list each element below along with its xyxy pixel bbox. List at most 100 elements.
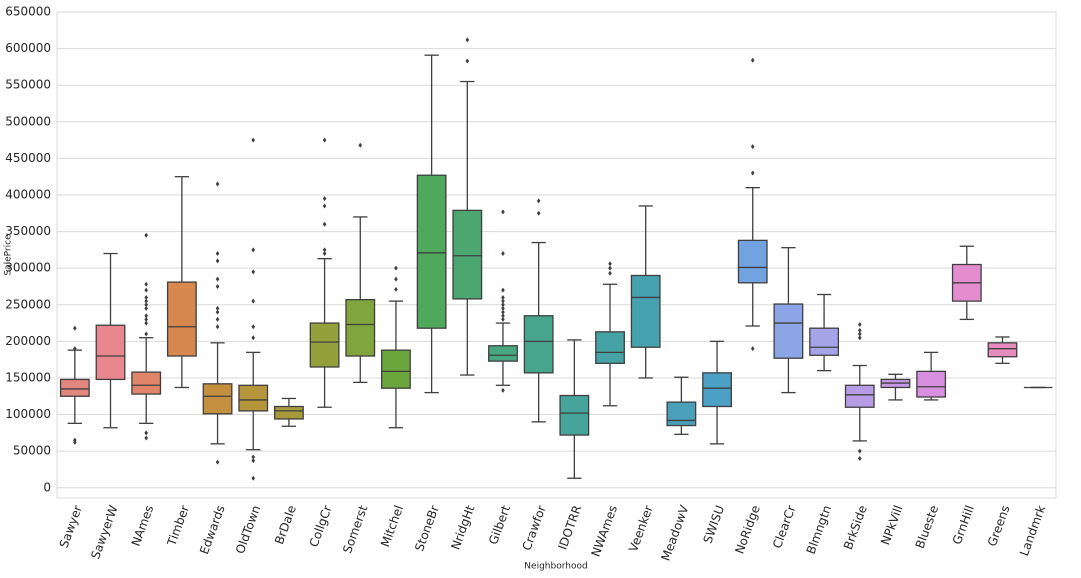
box (844, 384, 875, 408)
flier (608, 261, 612, 267)
box (381, 349, 411, 389)
x-tick-label: Gilbert (486, 503, 513, 546)
box (273, 405, 304, 420)
box (773, 303, 804, 359)
x-tick-label: Timber (164, 503, 192, 548)
x-axis-label: Neighborhood (524, 562, 587, 572)
x-tick-label: Crawfor (520, 503, 549, 552)
flier (144, 320, 148, 326)
y-axis-label: SalePrice (4, 234, 14, 276)
flier (857, 327, 862, 333)
flier (144, 435, 148, 441)
flier (608, 265, 612, 271)
y-tick-label: 100000 (5, 407, 51, 421)
flier (501, 309, 505, 315)
box (309, 322, 340, 368)
box (131, 371, 162, 395)
flier (857, 455, 862, 461)
box (523, 315, 554, 374)
flier (322, 203, 327, 209)
flier (73, 439, 77, 445)
flier (394, 265, 398, 271)
x-tick-label: Landmrk (1017, 503, 1048, 557)
x-tick-label: SawyerW (88, 503, 120, 561)
box (488, 345, 518, 362)
flier (322, 247, 327, 253)
flier (144, 302, 148, 308)
flier (144, 331, 148, 337)
x-tick-label: NridgHt (448, 503, 477, 551)
box (809, 327, 840, 356)
flier (750, 57, 755, 63)
x-tick-label: BrDale (272, 503, 299, 546)
flier (73, 325, 77, 331)
flier (215, 305, 220, 311)
flier (251, 475, 256, 481)
box (345, 298, 376, 357)
flier (501, 305, 505, 311)
flier (144, 232, 148, 238)
flier (251, 335, 256, 341)
flier (215, 324, 220, 330)
x-tick-label: ClearCr (770, 503, 798, 550)
plot-frame (56, 11, 1057, 499)
flier (144, 298, 148, 304)
flier (750, 346, 755, 352)
y-tick-label: 50000 (13, 444, 51, 458)
y-tick-label: 600000 (5, 41, 51, 55)
y-tick-label: 300000 (5, 261, 51, 275)
flier (394, 276, 398, 282)
flier (857, 335, 862, 341)
x-tick-label: Greens (985, 503, 1013, 548)
flier (144, 287, 148, 293)
box (737, 239, 768, 284)
flier (750, 144, 755, 150)
flier (501, 209, 505, 215)
x-tick-label: CollgCr (307, 503, 335, 549)
flier (215, 276, 220, 282)
flier (857, 448, 862, 454)
x-tick-label: Mitchel (378, 503, 406, 548)
flier (251, 247, 256, 253)
box (59, 378, 90, 397)
flier (144, 305, 148, 311)
flier (215, 181, 220, 187)
box (452, 209, 483, 300)
flier (144, 316, 148, 322)
y-tick-label: 550000 (5, 78, 51, 92)
flier (144, 313, 148, 319)
box (166, 281, 197, 357)
x-tick-label: Blmngtn (804, 503, 835, 556)
y-tick-label: 400000 (5, 187, 51, 201)
x-tick-label: OldTown (233, 503, 263, 555)
box (202, 383, 233, 415)
box (238, 384, 269, 412)
flier (501, 251, 505, 257)
box (702, 372, 732, 408)
x-tick-label: StoneBr (412, 503, 442, 553)
flier (73, 346, 77, 352)
x-tick-label: NAmes (129, 503, 157, 548)
y-tick-label: 150000 (5, 370, 51, 384)
flier (251, 458, 256, 464)
box (630, 274, 661, 348)
y-tick-label: 0 (43, 480, 51, 494)
flier (394, 286, 398, 292)
flier (501, 294, 505, 300)
x-tick-label: BrkSide (841, 503, 870, 551)
flier (215, 316, 220, 322)
flier (251, 454, 256, 460)
x-tick-label: Sawyer (57, 503, 85, 549)
flier (501, 316, 505, 322)
flier (215, 251, 220, 257)
flier (251, 324, 256, 330)
flier (857, 331, 862, 337)
x-tick-label: Blueste (913, 503, 942, 550)
flier (251, 269, 256, 275)
flier (501, 387, 505, 393)
flier (465, 58, 470, 64)
flier (358, 142, 363, 148)
y-tick-label: 500000 (5, 114, 51, 128)
flier (501, 302, 505, 308)
box (559, 394, 590, 436)
